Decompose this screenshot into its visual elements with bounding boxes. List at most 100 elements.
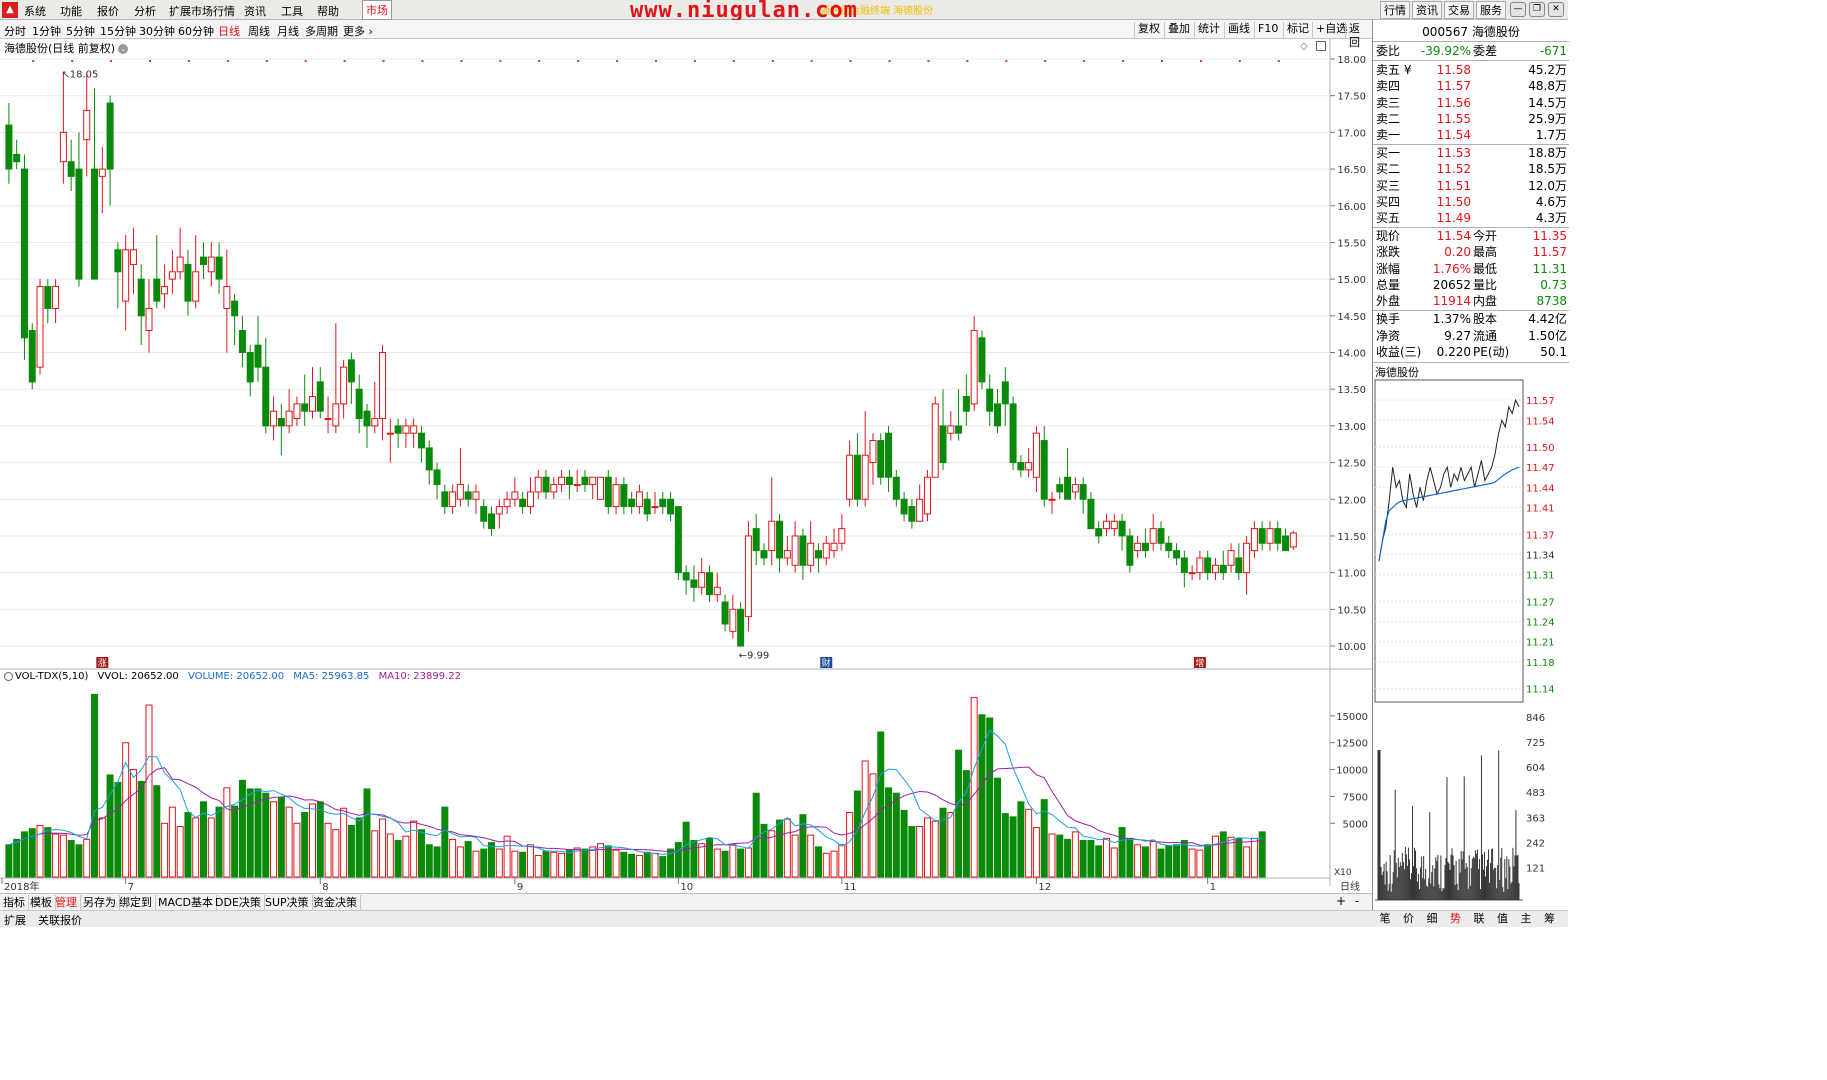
volume-bar bbox=[441, 806, 449, 878]
panel-tab-5[interactable]: 值 bbox=[1497, 912, 1508, 925]
period-daily[interactable]: 日线 bbox=[218, 25, 240, 38]
panel-tab-6[interactable]: 主 bbox=[1520, 912, 1532, 925]
candle-body bbox=[1235, 557, 1243, 574]
panel-tab-7[interactable]: 筹 bbox=[1544, 912, 1555, 925]
top-button-market[interactable]: 行情 bbox=[1380, 1, 1410, 19]
panel-tab-0[interactable]: 笔 bbox=[1379, 912, 1391, 925]
tab-macd[interactable]: MACD基本 bbox=[155, 895, 217, 910]
volume-bar bbox=[807, 834, 815, 878]
panel-tab-4[interactable]: 联 bbox=[1473, 912, 1485, 925]
zoom-in-icon[interactable]: + bbox=[1336, 894, 1347, 908]
menu-function[interactable]: 功能 bbox=[60, 5, 82, 18]
period-weekly[interactable]: 周线 bbox=[248, 25, 270, 38]
status-related-quote[interactable]: 关联报价 bbox=[38, 914, 82, 927]
panel-tab-3[interactable]: 势 bbox=[1450, 912, 1461, 925]
panel-toggle-icon[interactable] bbox=[1316, 41, 1326, 51]
tool-f10[interactable]: F10 bbox=[1254, 22, 1281, 38]
menu-news[interactable]: 资讯 bbox=[244, 5, 266, 18]
period-intraday[interactable]: 分时 bbox=[4, 25, 26, 38]
period-more[interactable]: 更多 › bbox=[343, 23, 373, 39]
volume-bar bbox=[394, 839, 402, 878]
candle-body bbox=[511, 491, 519, 500]
candle-body bbox=[417, 432, 425, 449]
sell-level-5-row[interactable]: 卖五 ¥ 11.58 45.2万 bbox=[1375, 62, 1567, 78]
menu-quote[interactable]: 报价 bbox=[97, 5, 119, 18]
tab-capital[interactable]: 资金决策 bbox=[310, 895, 361, 910]
tab-sup[interactable]: SUP决策 bbox=[262, 895, 313, 910]
minimize-icon[interactable]: — bbox=[1510, 2, 1526, 17]
volume-bar bbox=[503, 835, 511, 878]
candle-body bbox=[184, 263, 192, 302]
candle-body bbox=[705, 572, 713, 596]
tool-draw[interactable]: 画线 bbox=[1224, 22, 1253, 38]
period-30min[interactable]: 30分钟 bbox=[139, 25, 175, 38]
candle-body bbox=[13, 153, 21, 163]
tool-mark[interactable]: 标记 bbox=[1283, 22, 1312, 38]
event-dot bbox=[265, 60, 268, 62]
sell-level-2-row[interactable]: 卖二 11.55 25.9万 bbox=[1375, 111, 1567, 127]
tab-save-as[interactable]: 另存为 bbox=[80, 895, 120, 910]
candle-body bbox=[752, 528, 760, 552]
sell-level-4-row[interactable]: 卖四 11.57 48.8万 bbox=[1375, 78, 1567, 94]
stat-row-2-label-2: 最低 bbox=[1473, 261, 1498, 276]
tab-bind-to[interactable]: 绑定到 bbox=[116, 895, 156, 910]
candle-body bbox=[635, 491, 643, 508]
period-multi[interactable]: 多周期 bbox=[305, 25, 338, 38]
period-15min[interactable]: 15分钟 bbox=[100, 25, 136, 38]
period-1min[interactable]: 1分钟 bbox=[32, 25, 61, 38]
volume-tick-label: 12500 bbox=[1336, 739, 1368, 750]
event-dot bbox=[616, 60, 619, 62]
tool-add-watchlist[interactable]: +自选 bbox=[1312, 22, 1350, 38]
buy-level-3-row[interactable]: 买三 11.51 12.0万 bbox=[1375, 178, 1567, 194]
volume-bar bbox=[846, 812, 854, 878]
menu-tools[interactable]: 工具 bbox=[281, 5, 303, 18]
volume-bar bbox=[293, 822, 301, 878]
sell-level-3-row[interactable]: 卖三 11.56 14.5万 bbox=[1375, 95, 1567, 111]
volume-bar bbox=[98, 817, 106, 878]
market-tab[interactable]: 市场 bbox=[362, 0, 392, 20]
tab-manage[interactable]: 管理 bbox=[52, 895, 81, 910]
candle-body bbox=[246, 352, 254, 383]
menu-help[interactable]: 帮助 bbox=[317, 5, 339, 18]
panel-tab-2[interactable]: 细 bbox=[1426, 912, 1438, 925]
menu-system[interactable]: 系统 bbox=[24, 5, 46, 18]
stock-code: 000567 bbox=[1422, 25, 1468, 39]
tool-adjust[interactable]: 复权 bbox=[1134, 22, 1163, 38]
tool-back[interactable]: 返回 bbox=[1345, 22, 1372, 49]
tab-indicator[interactable]: 指标 bbox=[0, 895, 29, 910]
buy-level-5-row[interactable]: 买五 11.49 4.3万 bbox=[1375, 210, 1567, 226]
candle-body bbox=[737, 608, 745, 647]
buy-level-1-row[interactable]: 买一 11.53 18.8万 bbox=[1375, 145, 1567, 161]
buy-level-2-row[interactable]: 买二 11.52 18.5万 bbox=[1375, 161, 1567, 177]
status-expand[interactable]: 扩展 bbox=[4, 914, 26, 927]
tab-dde[interactable]: DDE决策 bbox=[212, 895, 265, 910]
sell-level-1-row[interactable]: 卖一 11.54 1.7万 bbox=[1375, 127, 1567, 143]
menu-analysis[interactable]: 分析 bbox=[134, 5, 156, 18]
top-button-news[interactable]: 资讯 bbox=[1412, 1, 1442, 19]
fund-row-1-value-2: 1.50亿 bbox=[1528, 328, 1567, 343]
volume-bar bbox=[620, 851, 628, 878]
period-5min[interactable]: 5分钟 bbox=[66, 25, 95, 38]
period-monthly[interactable]: 月线 bbox=[277, 25, 299, 38]
panel-tab-1[interactable]: 价 bbox=[1403, 912, 1414, 925]
buy-level-4-row[interactable]: 买四 11.50 4.6万 bbox=[1375, 194, 1567, 210]
zoom-out-icon[interactable]: - bbox=[1355, 894, 1360, 908]
candle-body bbox=[52, 285, 60, 309]
candle-body bbox=[262, 366, 270, 427]
legend-circle-icon[interactable] bbox=[4, 671, 13, 681]
period-60min[interactable]: 60分钟 bbox=[178, 25, 214, 38]
kline-chart[interactable]: 10.00 10.50 11.00 11.50 12.00 12.50 13.00 13.50… bbox=[0, 39, 1372, 893]
candle-body bbox=[1009, 403, 1017, 464]
diamond-icon[interactable]: ◇ bbox=[1300, 41, 1308, 52]
dropdown-icon[interactable]: ⌄ bbox=[118, 44, 129, 54]
top-button-trade[interactable]: 交易 bbox=[1444, 1, 1474, 19]
tool-overlay[interactable]: 叠加 bbox=[1164, 22, 1193, 38]
restore-icon[interactable]: ❐ bbox=[1529, 2, 1545, 17]
close-icon[interactable]: ✕ bbox=[1548, 2, 1564, 17]
tool-statistics[interactable]: 统计 bbox=[1194, 22, 1223, 38]
top-button-service[interactable]: 服务 bbox=[1476, 1, 1506, 19]
intraday-mini-chart[interactable]: 11.57 11.54 11.50 11.47 11.44 11.41 11.37 11.34… bbox=[1373, 372, 1569, 909]
volume-bar bbox=[1048, 833, 1056, 878]
tab-template[interactable]: 模板 bbox=[27, 895, 56, 910]
menu-extended-market[interactable]: 扩展市场行情 bbox=[169, 5, 235, 18]
